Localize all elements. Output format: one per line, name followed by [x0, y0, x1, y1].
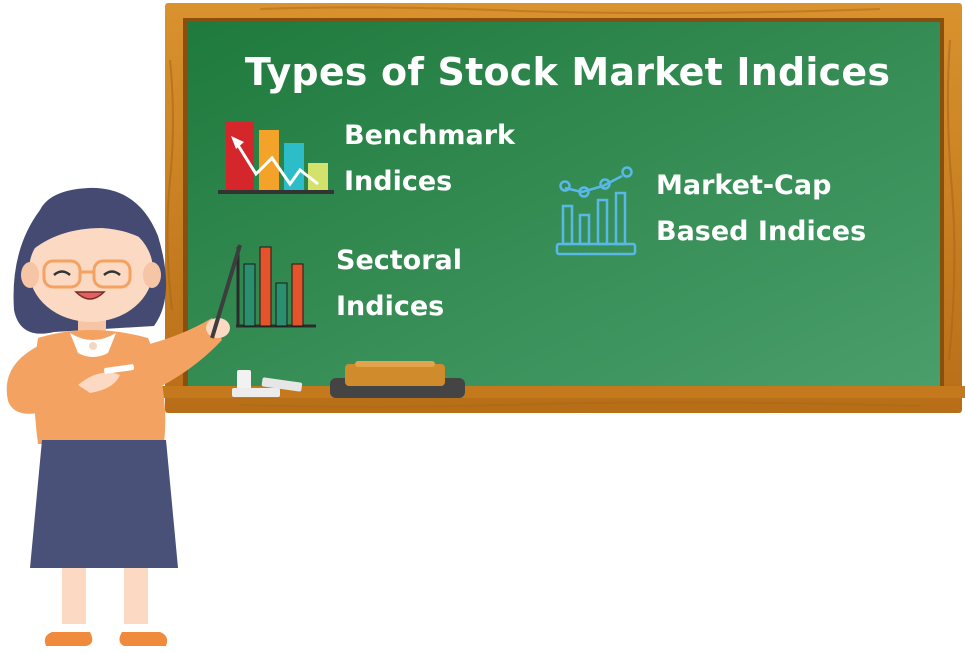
face	[29, 218, 153, 322]
eraser	[330, 361, 465, 398]
benchmark-indices-line2: Indices	[344, 166, 453, 197]
page-title: Types of Stock Market Indices	[244, 50, 891, 94]
teacher-illustration	[6, 187, 242, 646]
sectoral-indices-line1: Sectoral	[336, 245, 463, 276]
benchmark-indices-line1: Benchmark	[344, 120, 515, 151]
skirt	[30, 440, 178, 568]
bar-chart-arrow-icon	[218, 122, 334, 194]
market-cap-indices-line1: Market-Cap	[656, 170, 832, 201]
market-cap-indices-line2: Based Indices	[656, 216, 867, 247]
market-cap-indices-label: Market-Cap Based Indices	[656, 163, 866, 255]
benchmark-indices-label: Benchmark Indices	[344, 113, 515, 205]
sectoral-indices-line2: Indices	[336, 291, 445, 322]
sector-bar-chart-icon	[236, 246, 316, 328]
chalk-pieces	[232, 370, 303, 397]
sectoral-indices-label: Sectoral Indices	[336, 238, 462, 330]
glasses	[42, 259, 132, 289]
pointer-stick	[210, 244, 242, 339]
growth-chart-icon	[555, 166, 637, 256]
